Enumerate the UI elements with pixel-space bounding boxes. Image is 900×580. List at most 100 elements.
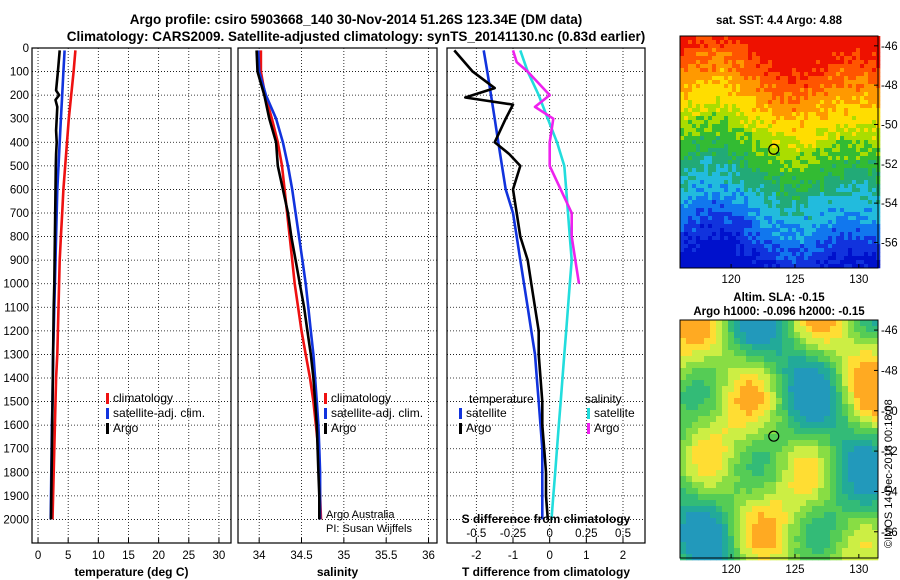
map-cell <box>708 156 713 161</box>
map-cell <box>744 248 749 253</box>
map-cell <box>848 488 855 495</box>
map-cell <box>860 256 865 261</box>
map-cell <box>740 136 745 141</box>
map-cell <box>824 224 829 229</box>
map-cell <box>784 124 789 129</box>
map-cell <box>856 104 861 109</box>
map-cell <box>836 500 843 507</box>
map-cell <box>794 446 801 453</box>
map-cell <box>784 256 789 261</box>
map-cell <box>804 48 809 53</box>
map-cell <box>768 168 773 173</box>
map-cell <box>816 172 821 177</box>
map-cell <box>740 398 747 405</box>
map-cell <box>716 68 721 73</box>
map-cell <box>684 64 689 69</box>
map-cell <box>788 60 793 65</box>
map-cell <box>700 64 705 69</box>
map-cell <box>864 148 869 153</box>
map-cell <box>716 140 721 145</box>
map-cell <box>800 240 805 245</box>
sla-map-title: Altim. SLA: -0.15 <box>733 292 825 304</box>
map-cell <box>804 56 809 61</box>
map-cell <box>746 458 753 465</box>
map-cell <box>872 40 877 45</box>
map-cell <box>780 96 785 101</box>
legend-t-argo-swatch <box>459 423 462 434</box>
y-tick-label: 1800 <box>3 467 29 479</box>
map-cell <box>824 192 829 197</box>
y-tick-label: 0 <box>23 43 29 55</box>
map-cell <box>872 92 877 97</box>
map-cell <box>704 60 709 65</box>
map-cell <box>768 212 773 217</box>
map-cell <box>860 260 865 265</box>
map-cell <box>872 506 879 513</box>
map-cell <box>820 184 825 189</box>
y-tick-label: 1200 <box>3 326 29 338</box>
map-cell <box>792 260 797 265</box>
map-cell <box>764 140 769 145</box>
map-cell <box>796 148 801 153</box>
map-cell <box>844 248 849 253</box>
map-cell <box>812 554 819 561</box>
map-cell <box>812 244 817 249</box>
map-cell <box>784 180 789 185</box>
map-cell <box>848 458 855 465</box>
map-cell <box>800 208 805 213</box>
map-cell <box>746 440 753 447</box>
map-cell <box>696 260 701 265</box>
map-cell <box>696 100 701 105</box>
map-cell <box>704 248 709 253</box>
map-cell <box>756 68 761 73</box>
map-cell <box>748 36 753 41</box>
map-cell <box>796 224 801 229</box>
map-cell <box>696 80 701 85</box>
map-cell <box>748 180 753 185</box>
map-cell <box>848 84 853 89</box>
map-cell <box>744 124 749 129</box>
map-cell <box>792 220 797 225</box>
map-cell <box>836 392 843 399</box>
map-cell <box>788 80 793 85</box>
map-cell <box>828 100 833 105</box>
y-tick-label: 400 <box>10 137 29 149</box>
map-cell <box>692 184 697 189</box>
map-cell <box>820 48 825 53</box>
map-cell <box>764 350 771 357</box>
map-cell <box>768 204 773 209</box>
map-cell <box>736 84 741 89</box>
map-cell <box>836 168 841 173</box>
map-cell <box>824 112 829 117</box>
map-cell <box>680 228 685 233</box>
map-cell <box>740 536 747 543</box>
map-cell <box>816 192 821 197</box>
map-cell <box>860 68 865 73</box>
map-cell <box>728 196 733 201</box>
map-cell <box>728 482 735 489</box>
map-cell <box>872 368 879 375</box>
map-cell <box>698 506 705 513</box>
map-cell <box>816 120 821 125</box>
map-cell <box>764 76 769 81</box>
map-cell <box>680 76 685 81</box>
map-cell <box>716 228 721 233</box>
map-cell <box>748 244 753 249</box>
map-cell <box>696 156 701 161</box>
map-cell <box>728 236 733 241</box>
map-cell <box>760 116 765 121</box>
map-cell <box>782 410 789 417</box>
map-cell <box>770 524 777 531</box>
map-cell <box>792 96 797 101</box>
map-cell <box>724 220 729 225</box>
map-cell <box>732 148 737 153</box>
legend-t-satellite-label: satellite <box>466 406 507 420</box>
map-cell <box>780 252 785 257</box>
map-cell <box>692 506 699 513</box>
map-cell <box>758 554 765 561</box>
map-cell <box>688 132 693 137</box>
map-cell <box>764 244 769 249</box>
map-cell <box>684 216 689 221</box>
map-cell <box>788 108 793 113</box>
